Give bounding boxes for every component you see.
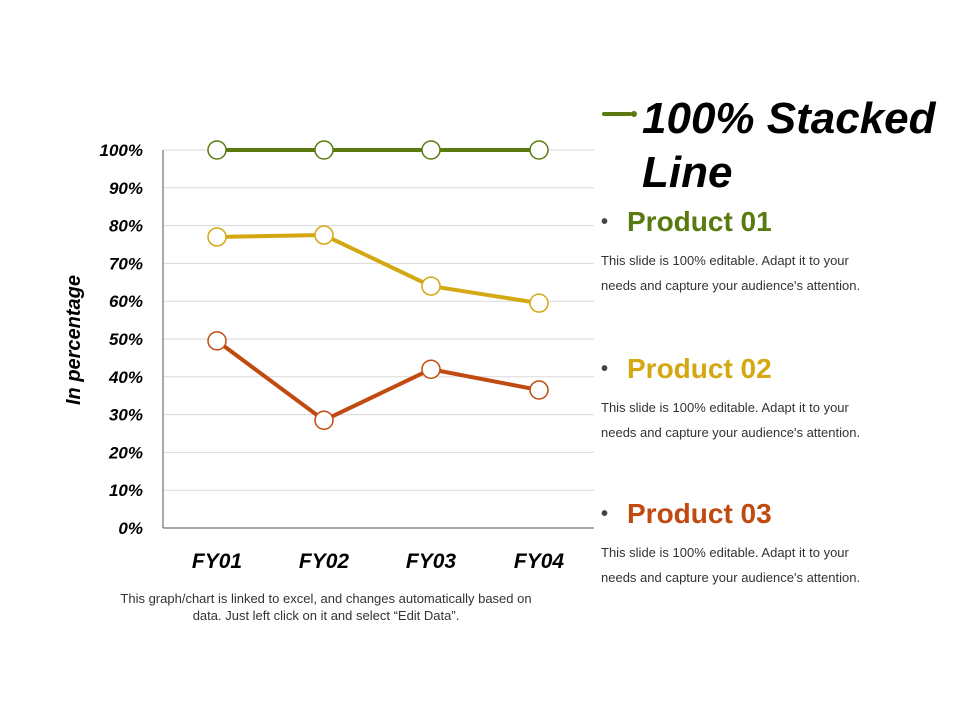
bullet-icon: • [601, 503, 609, 525]
x-tick-label: FY03 [406, 550, 457, 573]
y-tick-label: 70% [109, 254, 143, 273]
y-tick-label: 30% [109, 406, 143, 425]
y-tick-label: 40% [108, 368, 143, 387]
data-point [314, 225, 334, 245]
product-description: This slide is 100% editable. Adapt it to… [601, 253, 861, 293]
y-tick-label: 10% [109, 481, 143, 500]
product-name: Product 03 [627, 498, 772, 529]
product-item-3: • Product 03 This slide is 100% editable.… [601, 498, 891, 590]
product-item-1: • Product 01 This slide is 100% editable.… [601, 206, 891, 298]
series-line-2 [215, 233, 541, 306]
data-point [421, 276, 441, 296]
chart-note: This graph/chart is linked to excel, and… [120, 591, 532, 623]
data-point [207, 227, 227, 247]
series-line-3 [215, 338, 541, 423]
data-point [421, 140, 441, 160]
title-line-icon [602, 112, 632, 116]
bullet-icon: • [601, 211, 609, 233]
y-axis-label: In percentage [63, 275, 85, 405]
product-name: Product 01 [627, 206, 772, 237]
x-tick-label: FY02 [299, 550, 350, 573]
product-name: Product 02 [627, 353, 772, 384]
bullet-icon: • [601, 358, 609, 380]
y-tick-label: 60% [109, 292, 143, 311]
chart-series [207, 140, 549, 431]
data-point [207, 331, 227, 351]
y-tick-label: 0% [118, 519, 143, 538]
y-tick-labels: 0% 10% 20% 30% 40% 50% 60% 70% 80% 90% 100% [100, 141, 143, 538]
product-heading: • Product 03 [601, 498, 891, 530]
data-point [529, 293, 549, 313]
product-description: This slide is 100% editable. Adapt it to… [601, 400, 861, 440]
data-point [529, 380, 549, 400]
data-point [314, 140, 334, 160]
data-point [421, 359, 441, 379]
data-point [314, 410, 334, 431]
x-tick-labels: FY01 FY02 FY03 FY04 [192, 550, 565, 573]
title-dot-icon [631, 111, 637, 117]
y-tick-label: 90% [109, 179, 143, 198]
product-heading: • Product 01 [601, 206, 891, 238]
page-title: 100% Stacked Line [642, 94, 936, 197]
y-tick-label: 50% [109, 330, 143, 349]
data-point [529, 140, 549, 160]
data-point [207, 140, 227, 160]
x-tick-label: FY04 [514, 550, 565, 573]
y-tick-label: 100% [100, 141, 143, 160]
product-item-2: • Product 02 This slide is 100% editable.… [601, 353, 891, 445]
y-tick-label: 80% [109, 217, 143, 236]
chart-grid [163, 149, 594, 529]
product-description: This slide is 100% editable. Adapt it to… [601, 545, 861, 585]
product-heading: • Product 02 [601, 353, 891, 385]
x-tick-label: FY01 [192, 550, 242, 573]
y-tick-label: 20% [108, 443, 143, 462]
